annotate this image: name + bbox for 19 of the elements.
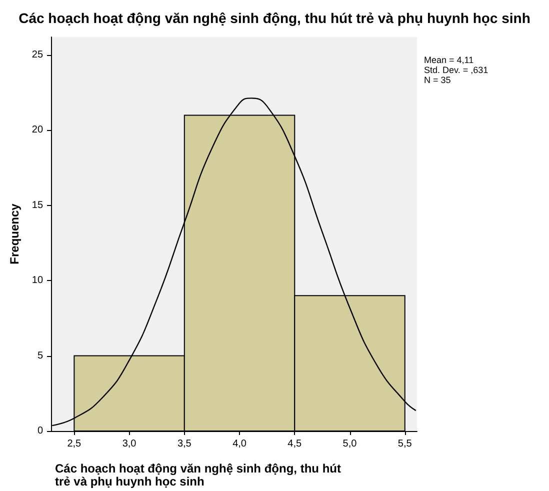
text: Std. Dev. = ,631 (424, 65, 488, 75)
text: N = 35 (424, 75, 451, 85)
y-tick-label: 10 (32, 275, 44, 286)
y-tick-label: 15 (32, 200, 44, 211)
x-tick-label: 5,5 (398, 438, 412, 450)
x-axis-title: Các hoạch hoạt động văn nghệ sinh động, thu hút trẻ và phụ huynh học sinh (55, 462, 344, 488)
x-tick-label: 3,0 (122, 438, 137, 450)
y-tick-label: 20 (32, 124, 44, 136)
y-axis-title: Frequency (8, 203, 22, 264)
x-tick-label: 5,0 (342, 438, 358, 450)
chart-title: Các hoạch hoạt động văn nghệ sinh động, thu hút trẻ và phụ huynh học sinh (18, 10, 530, 26)
x-tick-label: 3,5 (177, 438, 192, 450)
x-tick-label: 4,5 (288, 438, 302, 450)
x-tick-label: 2,5 (67, 438, 82, 450)
y-tick-label: 0 (37, 426, 44, 436)
y-tick-label: 25 (32, 50, 44, 61)
x-tick-label: 4,0 (232, 438, 247, 450)
text: Mean = 4,11 (424, 55, 474, 65)
y-tick-label: 5 (37, 350, 44, 362)
